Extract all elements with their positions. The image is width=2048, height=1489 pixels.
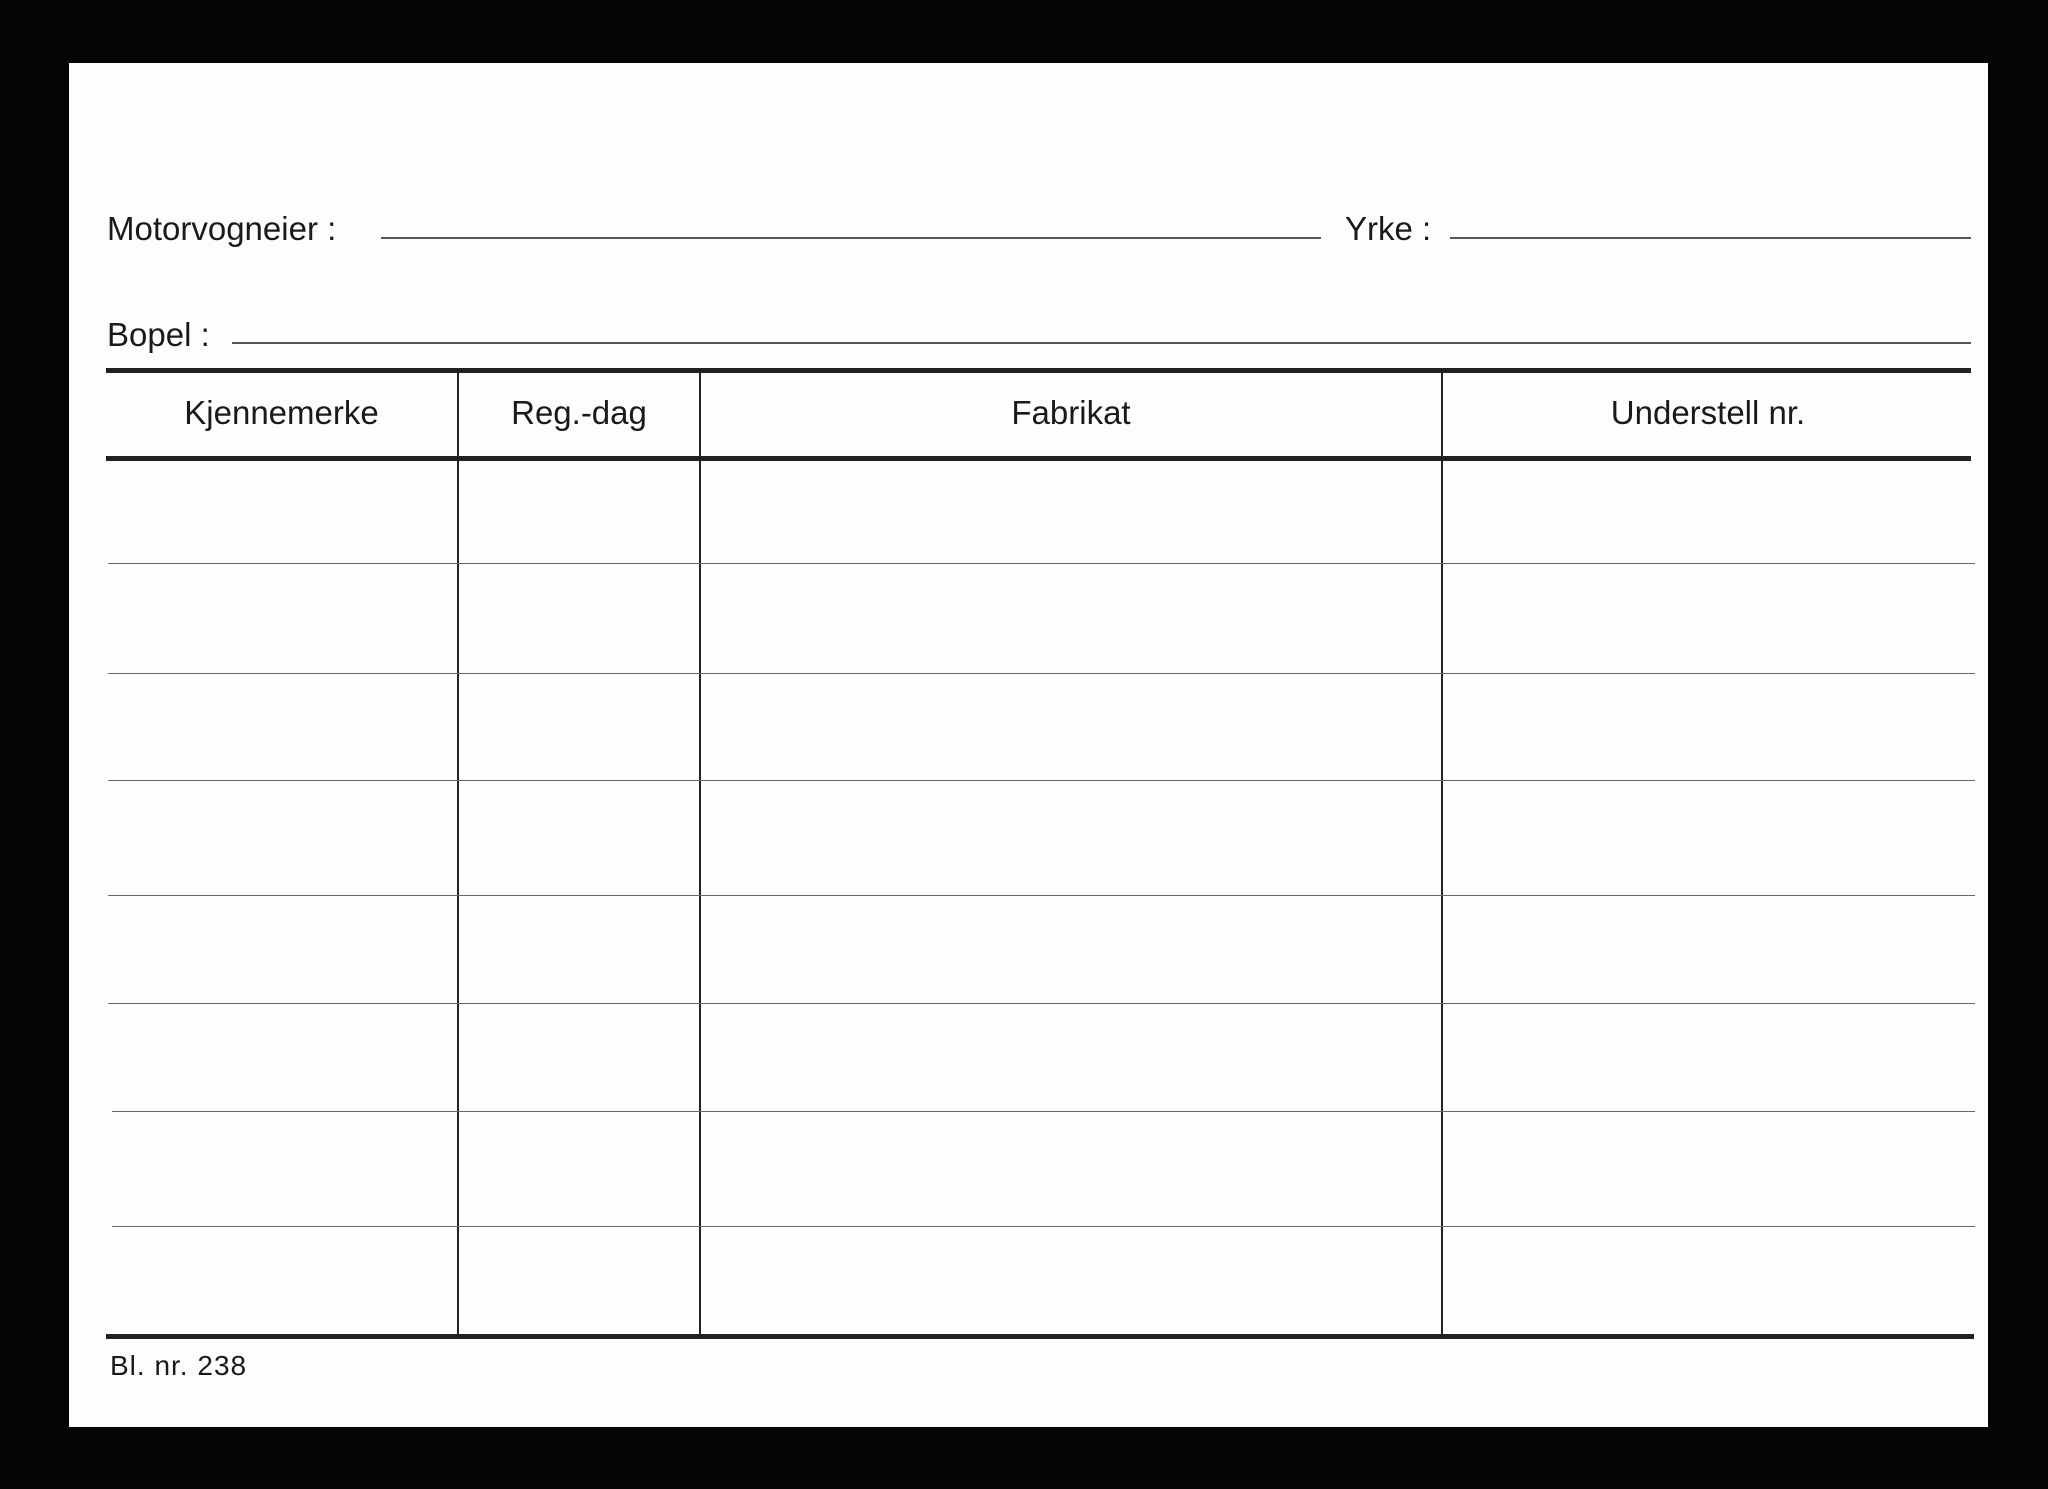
table-row-line [108,780,1975,781]
table-row-line [108,673,1975,674]
registration-card [69,63,1988,1427]
address-field[interactable] [232,342,1971,344]
owner-label: Motorvogneier : [107,210,337,247]
table-row-line [112,1111,1975,1112]
column-header-fabrikat: Fabrikat [1011,394,1131,431]
table-top-border [106,368,1971,373]
table-row-line [108,895,1975,896]
form-number: Bl. nr. 238 [110,1350,248,1381]
column-divider [1441,370,1443,1336]
column-header-kjennemerke: Kjennemerke [184,394,379,431]
table-row-line [108,563,1975,564]
column-header-understell: Understell nr. [1610,394,1806,431]
column-divider [699,370,701,1336]
occupation-field[interactable] [1450,237,1971,239]
column-divider [457,370,459,1336]
owner-field[interactable] [381,237,1321,239]
column-header-reg-dag: Reg.-dag [511,394,647,431]
table-row-line [112,1226,1975,1227]
table-bottom-border [106,1334,1974,1339]
table-header-border [106,456,1971,461]
address-label: Bopel : [107,316,210,353]
table-row-line [108,1003,1975,1004]
occupation-label: Yrke : [1345,210,1432,247]
